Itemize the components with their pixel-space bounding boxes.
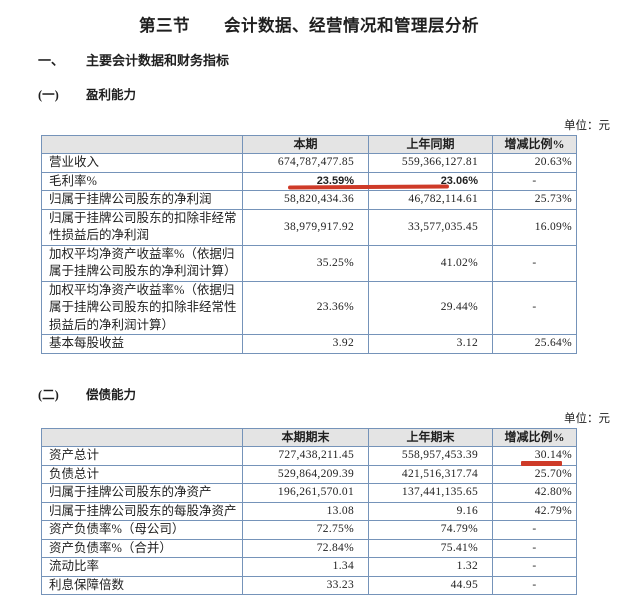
table-row: 资产总计 727,438,211.45 558,957,453.39 30.14% (41, 446, 577, 466)
row-label-cell: 资产负债率%（母公司） (41, 520, 243, 540)
current-value-cell: 727,438,211.45 (242, 446, 369, 466)
prior-value-cell: 559,366,127.81 (368, 153, 493, 173)
current-value-cell: 13.08 (242, 501, 369, 521)
table-row: 毛利率% 23.59% 23.06% - (41, 171, 577, 191)
column-header: 本期期末 (242, 428, 369, 447)
change-value-cell: - (492, 538, 577, 558)
prior-value-cell: 74.79% (368, 520, 493, 540)
prior-value-cell: 41.02% (368, 244, 493, 282)
prior-value-cell: 44.95 (368, 575, 493, 595)
column-header: 增减比例% (492, 428, 577, 447)
row-label-cell: 归属于挂牌公司股东的净资产 (41, 483, 243, 503)
column-header: 本期 (242, 135, 369, 154)
change-value-cell: 25.64% (492, 334, 577, 354)
table-row: 营业收入 674,787,477.85 559,366,127.81 20.63% (41, 153, 577, 173)
row-label-cell: 毛利率% (41, 171, 243, 191)
prior-value-cell: 558,957,453.39 (368, 446, 493, 466)
table-row: 归属于挂牌公司股东的扣除非经常性损益后的净利润 38,979,917.92 33,5… (41, 208, 577, 246)
change-value-cell: 25.70% (492, 464, 577, 484)
table-row: 流动比率 1.34 1.32- (41, 557, 577, 577)
row-label-cell: 营业收入 (41, 153, 243, 173)
prior-value-cell: 9.16 (368, 501, 493, 521)
change-value-cell: 20.63% (492, 153, 577, 173)
prior-value-cell: 3.12 (368, 334, 493, 354)
current-value-cell: 58,820,434.36 (242, 190, 369, 210)
row-label-cell: 负债总计 (41, 464, 243, 484)
prior-value-cell: 137,441,135.65 (368, 483, 493, 503)
row-label-cell: 归属于挂牌公司股东的净利润 (41, 190, 243, 210)
subsection-title: 盈利能力 (86, 88, 137, 102)
row-label-cell: 归属于挂牌公司股东的扣除非经常性损益后的净利润 (41, 208, 243, 246)
current-value-cell: 196,261,570.01 (242, 483, 369, 503)
change-value-cell: - (492, 171, 577, 191)
row-label-cell: 流动比率 (41, 557, 243, 577)
prior-value-cell: 1.32 (368, 557, 493, 577)
change-value-cell: 42.80% (492, 483, 577, 503)
change-value-cell: - (492, 244, 577, 282)
current-value-cell: 72.75% (242, 520, 369, 540)
red-mark-annotation (521, 461, 562, 466)
page-title: 第三节 会计数据、经营情况和管理层分析 (139, 16, 479, 35)
table-header-row: 本期 上年同期 增减比例% (41, 135, 577, 154)
table-row: 资产负债率%（合并） 72.84% 75.41% - (41, 538, 577, 558)
change-value-cell: - (492, 557, 577, 577)
column-header (41, 428, 243, 447)
current-value-cell: 72.84% (242, 538, 369, 558)
table-row: 基本每股收益 3.92 3.12 25.64% (41, 334, 577, 354)
current-value-cell: 674,787,477.85 (242, 153, 369, 173)
table-row: 利息保障倍数 33.23 44.95- (41, 575, 577, 595)
current-value-cell: 33.23 (242, 575, 369, 595)
row-label-cell: 资产负债率%（合并） (41, 538, 243, 558)
table-row: 归属于挂牌公司股东的每股净资产 13.08 9.16 42.79% (41, 501, 577, 521)
table-row: 负债总计 529,864,209.39 421,516,317.74 25.70% (41, 464, 577, 484)
prior-value-cell: 421,516,317.74 (368, 464, 493, 484)
row-label-cell: 加权平均净资产收益率%（依据归属于挂牌公司股东的净利润计算） (41, 244, 243, 282)
change-value-cell: - (492, 520, 577, 540)
prior-value-cell: 46,782,114.61 (368, 190, 493, 210)
solvency-table: 本期期末 上年期末 增减比例% 资产总计 727,438,211.45 558,957,4… (41, 428, 577, 595)
table-header-row: 本期期末 上年期末 增减比例% (41, 428, 577, 447)
row-label-cell: 加权平均净资产收益率%（依据归属于挂牌公司股东的扣除非经常性损益后的净利润计算） (41, 280, 243, 335)
change-value-cell: - (492, 280, 577, 335)
row-label-cell: 利息保障倍数 (41, 575, 243, 595)
section-number: 一、 (38, 53, 65, 68)
table-row: 加权平均净资产收益率%（依据归属于挂牌公司股东的净利润计算） 35.25% 41.0… (41, 244, 577, 282)
subsection-heading-solvency: (二) 偿债能力 (38, 384, 136, 403)
current-value-cell: 1.34 (242, 557, 369, 577)
current-value-cell: 38,979,917.92 (242, 208, 369, 246)
row-label-cell: 基本每股收益 (41, 334, 243, 354)
column-header: 上年同期 (368, 135, 493, 154)
prior-value-cell: 29.44% (368, 280, 493, 335)
current-value-cell: 23.36% (242, 280, 369, 335)
subsection-heading-profitability: (一) 盈利能力 (38, 84, 136, 103)
unit-note: 单位：元 (564, 120, 610, 132)
prior-value-cell: 33,577,035.45 (368, 208, 493, 246)
table-row: 资产负债率%（母公司） 72.75% 74.79% - (41, 520, 577, 540)
row-label-cell: 归属于挂牌公司股东的每股净资产 (41, 501, 243, 521)
section-title: 主要会计数据和财务指标 (86, 53, 230, 68)
unit-note: 单位：元 (564, 413, 610, 425)
table-row: 加权平均净资产收益率%（依据归属于挂牌公司股东的扣除非经常性损益后的净利润计算）… (41, 280, 577, 335)
column-header: 增减比例% (492, 135, 577, 154)
table-row: 归属于挂牌公司股东的净利润 58,820,434.36 46,782,114.61 2… (41, 190, 577, 210)
column-header (41, 135, 243, 154)
subsection-number: (二) (38, 388, 59, 402)
prior-value-cell: 75.41% (368, 538, 493, 558)
current-value-cell: 35.25% (242, 244, 369, 282)
row-label-cell: 资产总计 (41, 446, 243, 466)
subsection-number: (一) (38, 88, 59, 102)
profitability-table: 本期 上年同期 增减比例% 营业收入 674,787,477.85 559,366,127… (41, 135, 577, 354)
change-value-cell: 42.79% (492, 501, 577, 521)
current-value-cell: 529,864,209.39 (242, 464, 369, 484)
table-row: 归属于挂牌公司股东的净资产 196,261,570.01 137,441,135.6… (41, 483, 577, 503)
section-heading-main: 一、 主要会计数据和财务指标 (38, 50, 229, 69)
column-header: 上年期末 (368, 428, 493, 447)
current-value-cell: 3.92 (242, 334, 369, 354)
subsection-title: 偿债能力 (86, 388, 137, 402)
change-value-cell: 16.09% (492, 208, 577, 246)
change-value-cell: - (492, 575, 577, 595)
change-value-cell: 25.73% (492, 190, 577, 210)
